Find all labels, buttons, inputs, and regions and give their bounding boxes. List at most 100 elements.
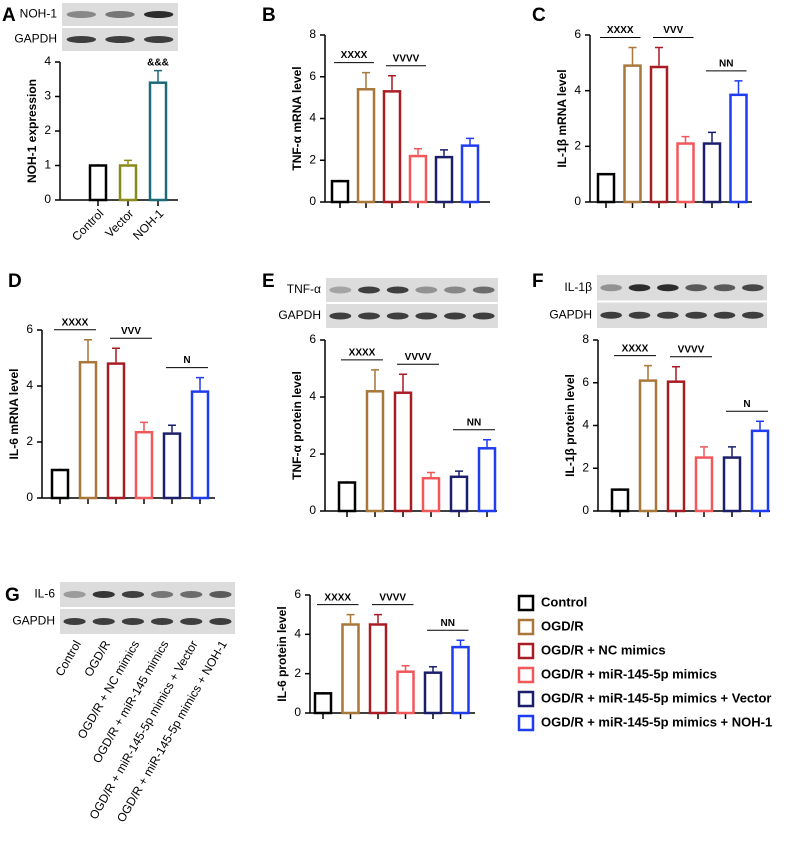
blot-band	[358, 312, 380, 320]
panel-label: C	[532, 5, 546, 26]
blot-band	[121, 618, 144, 625]
error-bar	[602, 172, 610, 175]
bar	[702, 142, 722, 204]
blot-band	[209, 591, 232, 598]
bar	[148, 81, 168, 202]
legend-entry: Control	[541, 594, 587, 609]
y-tick-label: 2	[309, 446, 316, 460]
blot-band	[180, 591, 203, 598]
error-bar	[483, 439, 491, 448]
blot-band	[628, 284, 651, 292]
blot-label: TNF-α	[287, 282, 321, 296]
y-tick-label: 4	[26, 378, 33, 392]
bar	[50, 468, 70, 500]
blot-band	[63, 618, 86, 625]
annotation: XXXX	[341, 50, 368, 61]
blot-row	[326, 278, 498, 302]
error-bar	[734, 80, 743, 94]
legend-entry: OGD/R + miR-145-5p mimics	[541, 666, 717, 681]
y-tick-label: 6	[574, 27, 581, 41]
legend-swatch	[517, 618, 535, 636]
y-tick-label: 6	[26, 322, 33, 336]
y-tick-label: 4	[309, 389, 316, 403]
legend-entry: OGD/R	[541, 618, 584, 633]
error-bar	[124, 159, 132, 165]
annotation: VVVV	[393, 53, 420, 64]
blot-band	[713, 284, 736, 292]
blot-band	[151, 591, 174, 598]
blot-band	[742, 284, 764, 292]
legend-entry: OGD/R + NC mimics	[541, 642, 666, 657]
y-tick-label: 6	[582, 375, 589, 389]
bar	[313, 692, 333, 715]
error-bar	[336, 179, 344, 182]
bar	[341, 623, 360, 715]
error-bar	[466, 137, 474, 145]
panel-label: E	[262, 271, 275, 292]
y-tick-label: 2	[294, 666, 301, 680]
bar	[729, 93, 748, 204]
legend-swatch	[517, 714, 535, 732]
error-bar	[681, 135, 690, 143]
bar	[393, 391, 413, 513]
y-tick-label: 8	[582, 332, 589, 346]
y-tick-label: 0	[574, 194, 581, 208]
blot-row	[60, 609, 235, 634]
y-tick-label: 2	[26, 434, 33, 448]
blot-band	[386, 312, 409, 320]
bar	[162, 432, 182, 500]
bar	[396, 670, 415, 715]
blot-band	[685, 284, 707, 292]
bar	[694, 456, 714, 513]
blot-label: GAPDH	[14, 32, 57, 46]
blot-band	[143, 36, 174, 43]
blot-band	[444, 312, 466, 320]
blot-band	[657, 311, 679, 319]
error-bar	[140, 421, 148, 431]
blot-band	[209, 618, 232, 625]
blot-band	[600, 284, 622, 292]
blot-band	[105, 11, 135, 18]
bar	[408, 154, 428, 204]
bar	[596, 172, 616, 204]
y-tick-label: 8	[309, 27, 316, 41]
bar	[451, 645, 470, 715]
error-bar	[628, 46, 637, 65]
annotation: &&&	[147, 57, 169, 68]
blot-band	[143, 11, 174, 18]
panel-label: D	[8, 271, 22, 292]
y-tick-label: 2	[574, 139, 581, 153]
blot-label: GAPDH	[12, 614, 55, 628]
legend-swatch	[517, 642, 535, 660]
bar	[78, 360, 98, 500]
blot-row	[60, 582, 235, 607]
error-bar	[456, 639, 465, 646]
bar	[134, 430, 154, 500]
annotation: XXXX	[349, 348, 376, 359]
bar	[330, 179, 350, 204]
blot-band	[415, 286, 438, 294]
error-bar	[429, 666, 437, 672]
blot-band	[358, 286, 380, 294]
annotation: XXXX	[622, 343, 649, 354]
error-bar	[374, 613, 382, 624]
panel-label: F	[532, 271, 544, 292]
bar	[118, 164, 138, 202]
x-tick-label: NOH-1	[130, 206, 167, 243]
bar	[190, 390, 210, 500]
blot-row	[597, 275, 767, 301]
y-tick-label: 6	[294, 587, 301, 601]
annotation: NN	[719, 59, 733, 70]
blot-label: GAPDH	[549, 307, 592, 321]
y-tick-label: 3	[44, 89, 51, 103]
legend-swatch	[517, 666, 535, 684]
bar	[356, 88, 376, 204]
annotation: VVVV	[405, 352, 432, 363]
annotation: XXXX	[324, 592, 351, 603]
error-bar	[168, 424, 176, 433]
bar	[337, 481, 357, 513]
error-bar	[56, 468, 64, 471]
bar	[365, 390, 385, 513]
annotation: VVVV	[678, 344, 705, 355]
